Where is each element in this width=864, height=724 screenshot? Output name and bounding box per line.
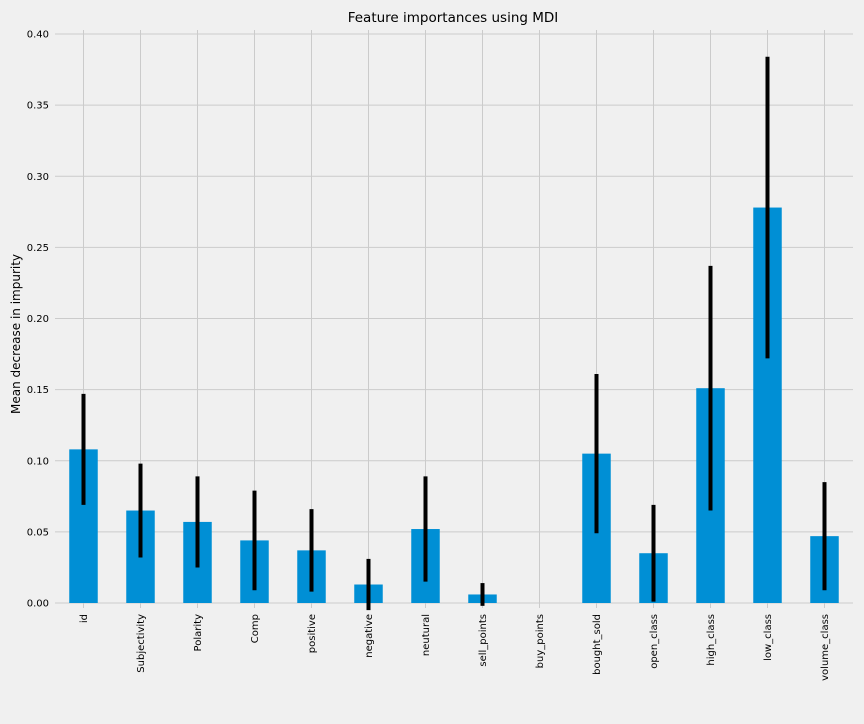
- x-tick-label: negative: [364, 614, 375, 658]
- x-tick-label: Polarity: [193, 614, 204, 652]
- x-tick-label: open_class: [649, 614, 660, 669]
- x-tick-label: Comp: [250, 614, 261, 643]
- x-tick-label: low_class: [763, 614, 774, 661]
- y-tick-label: 0.20: [27, 314, 49, 325]
- x-tick-label: bought_sold: [592, 614, 603, 675]
- y-tick-label: 0.25: [27, 243, 49, 254]
- y-tick-label: 0.00: [27, 599, 49, 610]
- x-tick-label: buy_points: [535, 614, 546, 668]
- error-bars-layer: [81, 56, 827, 611]
- x-tick-label: Subjectivity: [136, 614, 147, 673]
- y-tick-label: 0.15: [27, 385, 49, 396]
- y-tick-label: 0.10: [27, 456, 49, 467]
- x-tick-label: positive: [307, 614, 318, 653]
- x-tick-label: neutural: [421, 614, 432, 656]
- y-tick-label: 0.35: [27, 101, 49, 112]
- chart-title: Feature importances using MDI: [348, 10, 559, 26]
- x-tick-labels: id Subjectivity Polarity Comp positive negati…: [79, 614, 831, 681]
- y-tick-label: 0.30: [27, 172, 49, 183]
- y-tick-label: 0.05: [27, 527, 49, 538]
- x-tick-label: high_class: [706, 614, 717, 666]
- y-tick-labels: 0.00 0.05 0.10 0.15 0.20 0.25 0.30 0.35 0.40: [27, 30, 49, 610]
- x-tick-label: id: [79, 614, 90, 623]
- y-axis-label: Mean decrease in impurity: [9, 254, 23, 414]
- y-tick-label: 0.40: [27, 30, 49, 41]
- x-tick-label: sell_points: [478, 614, 489, 667]
- x-tick-label: volume_class: [820, 614, 831, 681]
